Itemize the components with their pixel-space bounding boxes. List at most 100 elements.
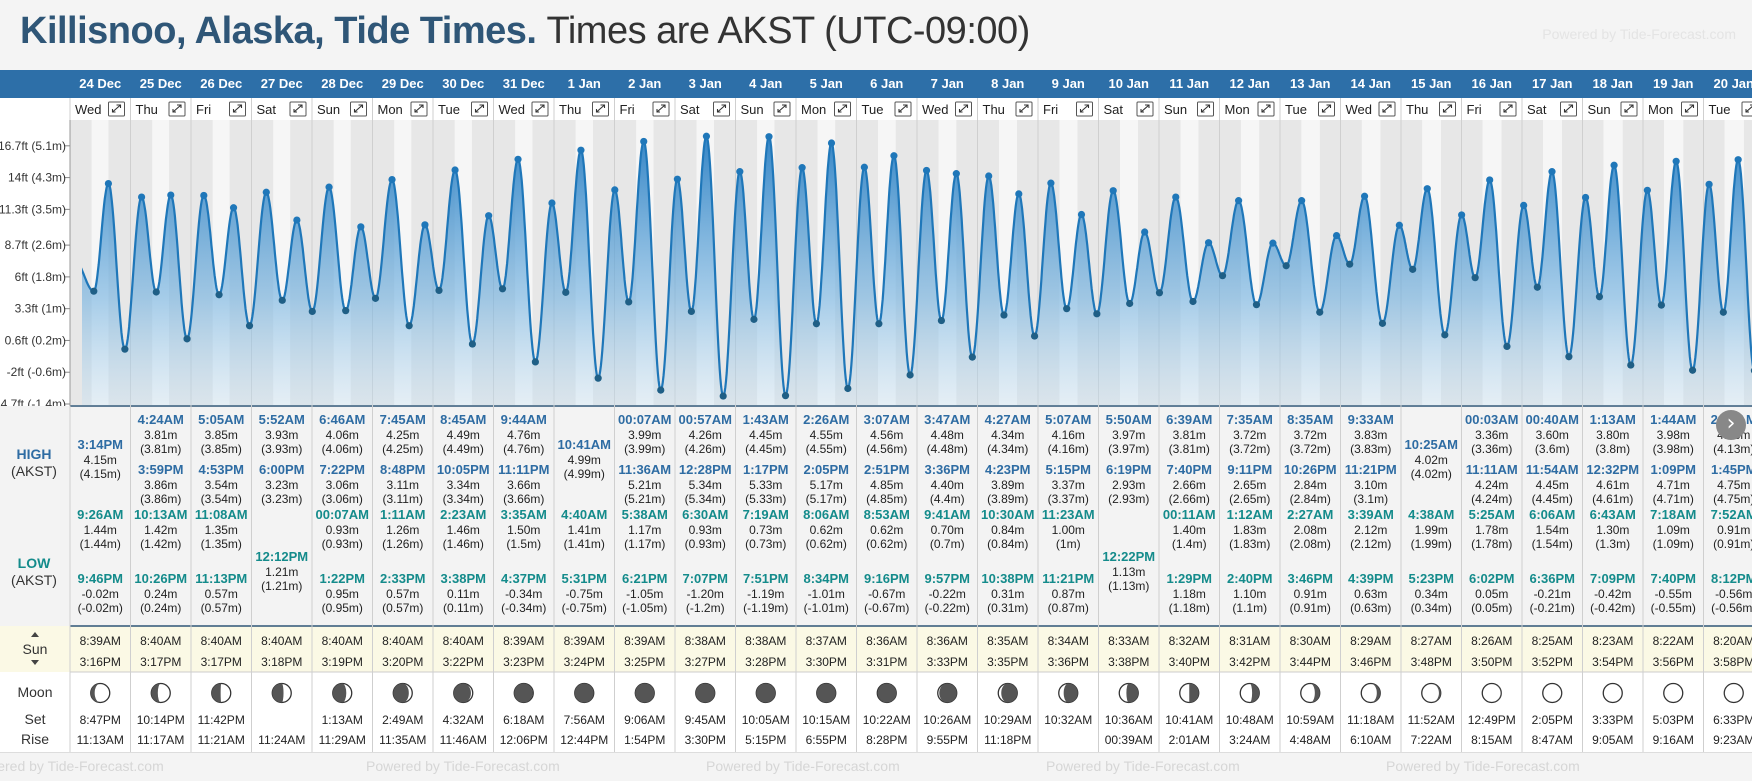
moonset-time: 10:05AM bbox=[742, 713, 790, 727]
low-tide-time: 11:08AM bbox=[195, 507, 248, 522]
low-tide-height: 0.91m bbox=[1294, 587, 1327, 601]
high-tide-point bbox=[1734, 156, 1742, 164]
powered-by-footer[interactable]: Powered by Tide-Forecast.com bbox=[706, 758, 900, 774]
low-tide-time: 6:43AM bbox=[1590, 507, 1636, 522]
high-tide-time: 3:36PM bbox=[924, 462, 970, 477]
sunrise-time: 8:40AM bbox=[201, 634, 242, 648]
low-tide-height: 1.41m bbox=[568, 523, 601, 537]
high-tide-height-m: (4.85m) bbox=[866, 492, 907, 506]
powered-by-link[interactable]: Powered by Tide-Forecast.com bbox=[1542, 26, 1736, 42]
date-label: 10 Jan bbox=[1109, 76, 1150, 91]
date-label: 14 Jan bbox=[1351, 76, 1392, 91]
high-tide-time: 10:26PM bbox=[1284, 462, 1337, 477]
high-tide-height-m: (4.48m) bbox=[927, 442, 968, 456]
high-tide-height: 4.26m bbox=[689, 428, 722, 442]
sunset-time: 3:18PM bbox=[261, 655, 302, 669]
sunset-time: 3:58PM bbox=[1713, 655, 1752, 669]
low-tide-time: 6:02PM bbox=[1469, 571, 1515, 586]
low-tide-height: 1.35m bbox=[205, 523, 238, 537]
sunrise-time: 8:23AM bbox=[1592, 634, 1633, 648]
sunrise-time: 8:39AM bbox=[564, 634, 605, 648]
date-header-bar bbox=[0, 70, 1752, 98]
sunset-time: 3:23PM bbox=[503, 655, 544, 669]
low-tide-height: 1.54m bbox=[1536, 523, 1569, 537]
moonrise-time: 8:47AM bbox=[1532, 733, 1573, 747]
sunset-time: 3:44PM bbox=[1290, 655, 1331, 669]
sunset-time: 3:46PM bbox=[1350, 655, 1391, 669]
high-tide-height: 3.81m bbox=[144, 428, 177, 442]
moonset-time: 11:52AM bbox=[1408, 713, 1455, 727]
low-tide-height: -0.34m bbox=[505, 587, 542, 601]
moonset-time: 1:13AM bbox=[322, 713, 363, 727]
high-tide-point bbox=[985, 172, 993, 180]
expand-arrow-icon bbox=[1382, 104, 1392, 113]
date-label: 28 Dec bbox=[321, 76, 363, 91]
sunrise-time: 8:39AM bbox=[80, 634, 121, 648]
high-tide-height: 4.48m bbox=[931, 428, 964, 442]
y-axis-panel bbox=[0, 120, 70, 406]
expand-icon[interactable] bbox=[1741, 101, 1752, 117]
high-tide-height: 4.99m bbox=[568, 453, 601, 467]
high-tide-height-m: (3.06m) bbox=[322, 492, 363, 506]
weekday-label: Wed bbox=[499, 102, 526, 117]
low-tide-time: 7:52AM bbox=[1711, 507, 1752, 522]
low-tide-height-m: (-0.21m) bbox=[1530, 601, 1575, 615]
high-tide-point bbox=[200, 191, 208, 200]
high-tide-time: 5:05AM bbox=[198, 412, 244, 427]
moon-shadow bbox=[151, 683, 161, 703]
moon-shadow bbox=[393, 683, 409, 703]
high-tide-time: 2:26AM bbox=[803, 412, 849, 427]
tide-chart: 24 Dec Wed 25 Dec Thu 26 Dec Fri 27 Dec Sat 28 D… bbox=[0, 70, 1752, 752]
sunset-time: 3:54PM bbox=[1592, 655, 1633, 669]
powered-by-footer[interactable]: Powered by Tide-Forecast.com bbox=[1386, 758, 1580, 774]
low-tide-height: -1.01m bbox=[808, 587, 845, 601]
high-tide-time: 3:59PM bbox=[138, 462, 184, 477]
date-label: 27 Dec bbox=[261, 76, 303, 91]
low-tide-time: 2:40PM bbox=[1227, 571, 1273, 586]
powered-by-footer[interactable]: Powered by Tide-Forecast.com bbox=[0, 758, 164, 774]
low-tide-point bbox=[968, 353, 976, 361]
high-tide-point bbox=[137, 193, 146, 201]
high-tide-height-m: (4.49m) bbox=[443, 442, 484, 456]
moonrise-time: 12:44PM bbox=[560, 733, 608, 747]
high-tide-time: 1:13AM bbox=[1590, 412, 1636, 427]
expand-arrow-icon bbox=[474, 104, 485, 113]
expand-arrow-icon bbox=[777, 104, 787, 113]
y-tick-label: 14ft (4.3m) bbox=[8, 171, 66, 185]
low-tide-height-m: (-1.19m) bbox=[743, 601, 788, 615]
weekday-label: Fri bbox=[196, 102, 211, 117]
moon-shadow bbox=[272, 683, 284, 703]
sunrise-time: 8:37AM bbox=[806, 634, 847, 648]
next-arrow-button[interactable]: › bbox=[1716, 410, 1746, 440]
low-tide-height-m: (1.78m) bbox=[1471, 537, 1512, 551]
weekday-label: Sun bbox=[1588, 102, 1611, 117]
powered-by-footer[interactable]: Powered by Tide-Forecast.com bbox=[1046, 758, 1240, 774]
night-shade bbox=[1743, 120, 1752, 405]
high-tide-height-m: (2.84m) bbox=[1290, 492, 1331, 506]
high-tide-height: 4.15m bbox=[84, 453, 117, 467]
high-tide-time: 00:40AM bbox=[1526, 412, 1579, 427]
low-tide-height-m: (1.42m) bbox=[140, 537, 181, 551]
weekday-label: Sat bbox=[257, 102, 277, 117]
low-tide-point bbox=[215, 291, 223, 299]
weekday-label: Wed bbox=[75, 102, 102, 117]
high-tide-point bbox=[1109, 187, 1117, 195]
moonset-time: 2:49AM bbox=[382, 713, 423, 727]
low-tide-time: 4:39PM bbox=[1348, 571, 1394, 586]
low-tide-time: 8:53AM bbox=[864, 507, 910, 522]
high-tide-height: 4.45m bbox=[749, 428, 782, 442]
low-tide-height-m: (1.13m) bbox=[1108, 579, 1149, 593]
expand-arrow-icon bbox=[656, 104, 666, 113]
expand-arrow-icon bbox=[837, 104, 848, 113]
low-tide-point bbox=[1282, 262, 1290, 270]
expand-arrow-icon bbox=[535, 104, 545, 113]
low-tide-time: 2:23AM bbox=[440, 507, 486, 522]
weekday-label: Wed bbox=[1346, 102, 1373, 117]
high-tide-time: 00:07AM bbox=[618, 412, 671, 427]
low-tide-height: 1.26m bbox=[386, 523, 419, 537]
weekday-label: Tue bbox=[862, 102, 884, 117]
powered-by-footer[interactable]: Powered by Tide-Forecast.com bbox=[366, 758, 560, 774]
sunrise-time: 8:40AM bbox=[443, 634, 484, 648]
moonrise-time: 7:22AM bbox=[1411, 733, 1452, 747]
low-tide-time: 1:22PM bbox=[319, 571, 365, 586]
